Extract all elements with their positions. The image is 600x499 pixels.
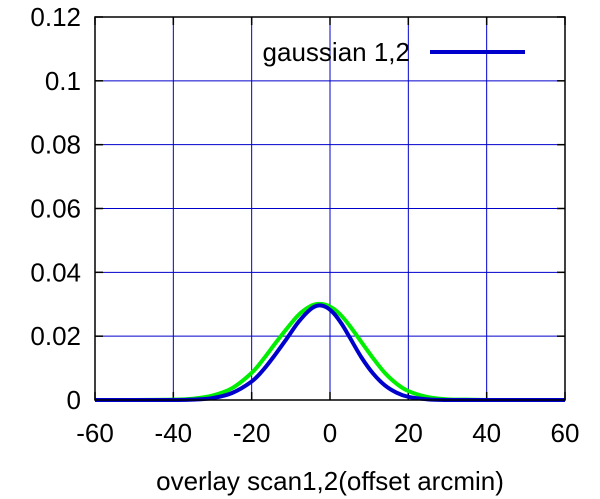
y-tick-label: 0.02	[30, 321, 81, 351]
legend: gaussian 1,2	[263, 37, 525, 67]
x-tick-label: 40	[472, 418, 501, 448]
x-tick-label: 0	[323, 418, 337, 448]
x-tick-label: 60	[551, 418, 580, 448]
x-tick-label: -20	[233, 418, 271, 448]
y-axis-ticks: 0 0.02 0.04 0.06 0.08 0.1 0.12	[30, 2, 565, 415]
x-tick-label: 20	[394, 418, 423, 448]
legend-label: gaussian 1,2	[263, 37, 410, 67]
x-axis-title: overlay scan1,2(offset arcmin)	[156, 466, 504, 496]
y-tick-label: 0.08	[30, 130, 81, 160]
grid-lines	[95, 17, 565, 400]
y-tick-label: 0.06	[30, 194, 81, 224]
y-tick-label: 0.04	[30, 257, 81, 287]
y-tick-label: 0	[67, 385, 81, 415]
plot-frame	[94, 16, 566, 401]
x-tick-label: -60	[76, 418, 114, 448]
y-tick-label: 0.1	[45, 66, 81, 96]
x-tick-label: -40	[155, 418, 193, 448]
y-tick-label: 0.12	[30, 2, 81, 32]
x-axis-ticks: -60 -40 -20 0 20 40 60	[76, 17, 579, 448]
